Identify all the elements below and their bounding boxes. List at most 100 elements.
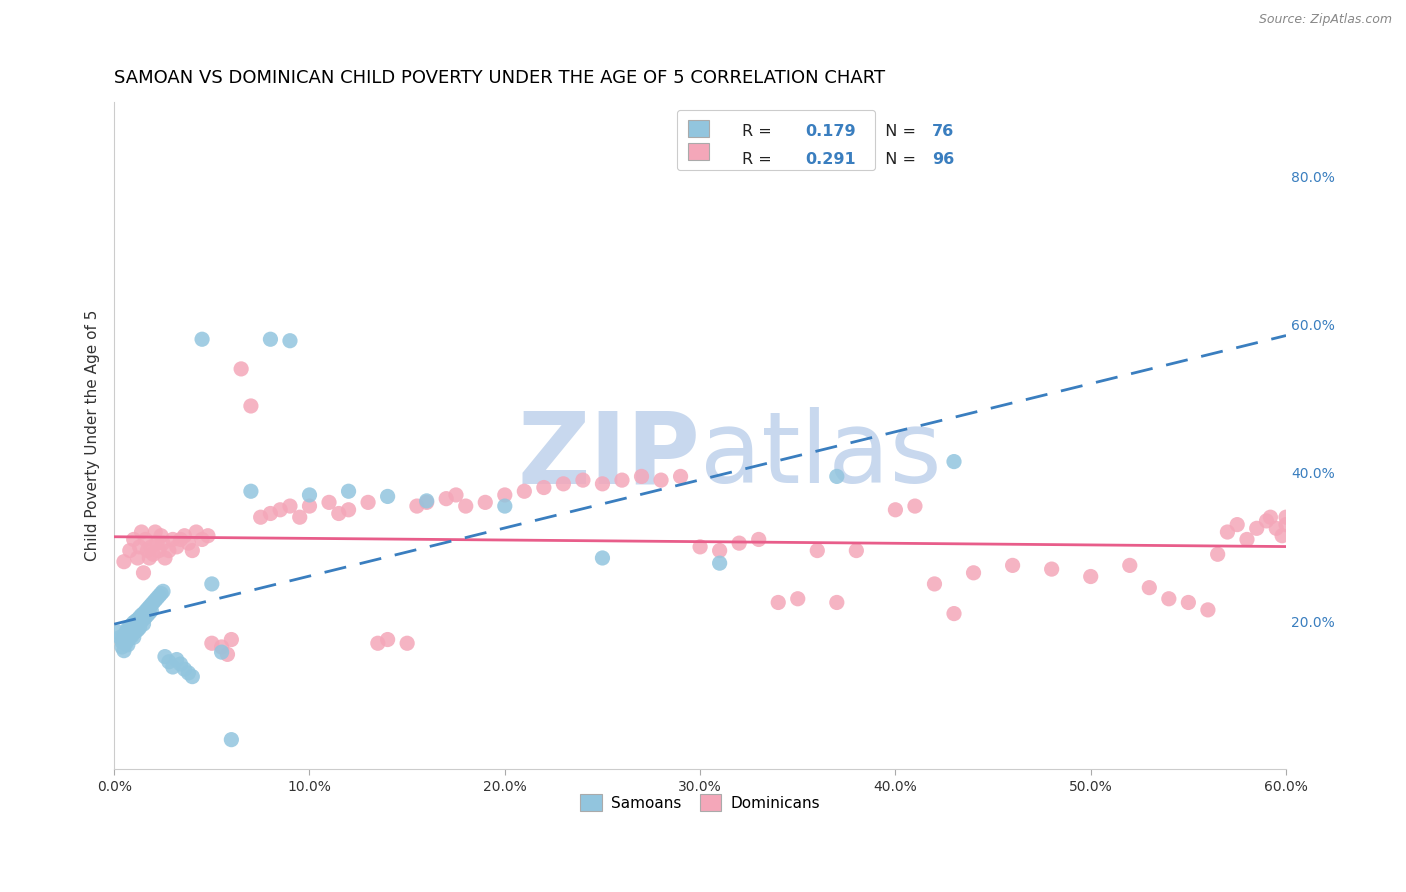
Text: R =: R =: [742, 152, 776, 167]
Point: [1197, 603, 1219, 617]
Point: [396, 636, 419, 650]
Point: [1080, 569, 1102, 583]
Point: [239, 484, 262, 499]
Point: [1256, 514, 1278, 528]
Point: [377, 490, 399, 504]
Point: [124, 624, 146, 639]
Point: [748, 533, 770, 547]
Text: 0.179: 0.179: [806, 124, 856, 138]
Point: [1206, 547, 1229, 561]
Point: [434, 491, 457, 506]
Point: [122, 620, 145, 634]
Point: [162, 660, 184, 674]
Point: [278, 334, 301, 348]
Point: [122, 615, 145, 630]
Point: [121, 629, 143, 643]
Point: [221, 632, 243, 647]
Point: [132, 617, 155, 632]
Point: [162, 533, 184, 547]
Point: [128, 621, 150, 635]
Point: [191, 533, 214, 547]
Point: [943, 607, 966, 621]
Point: [169, 657, 191, 671]
Point: [112, 555, 135, 569]
Point: [138, 599, 160, 614]
Point: [806, 543, 828, 558]
Point: [728, 536, 751, 550]
Point: [377, 632, 399, 647]
Point: [128, 615, 150, 630]
Point: [122, 533, 145, 547]
Point: [415, 495, 437, 509]
Point: [211, 640, 233, 654]
Point: [197, 529, 219, 543]
Point: [211, 645, 233, 659]
Point: [131, 608, 153, 623]
Point: [1119, 558, 1142, 573]
Point: [1216, 524, 1239, 539]
Point: [121, 623, 143, 637]
Point: [117, 638, 139, 652]
Point: [943, 454, 966, 468]
Point: [337, 503, 360, 517]
Point: [689, 540, 711, 554]
Point: [1246, 521, 1268, 535]
Point: [118, 620, 141, 634]
Point: [157, 543, 180, 558]
Point: [924, 577, 946, 591]
Point: [1275, 517, 1298, 532]
Point: [709, 556, 731, 570]
Point: [669, 469, 692, 483]
Point: [553, 476, 575, 491]
Point: [231, 362, 253, 376]
Point: [115, 625, 138, 640]
Point: [132, 607, 155, 621]
Point: [709, 543, 731, 558]
Point: [118, 625, 141, 640]
Text: 0.291: 0.291: [806, 152, 856, 167]
Point: [591, 476, 613, 491]
Point: [128, 540, 150, 554]
Point: [513, 484, 536, 499]
Point: [142, 547, 165, 561]
Point: [768, 595, 790, 609]
Point: [259, 332, 281, 346]
Point: [572, 473, 595, 487]
Point: [112, 632, 135, 647]
Point: [141, 604, 163, 618]
Point: [150, 529, 173, 543]
Point: [1275, 510, 1298, 524]
Point: [148, 543, 170, 558]
Point: [127, 623, 149, 637]
Point: [153, 551, 176, 566]
Point: [474, 495, 496, 509]
Point: [533, 481, 555, 495]
Point: [630, 469, 652, 483]
Point: [845, 543, 868, 558]
Point: [118, 630, 141, 644]
Point: [173, 662, 195, 676]
Point: [118, 543, 141, 558]
Point: [186, 524, 208, 539]
Point: [177, 665, 200, 680]
Text: 96: 96: [932, 152, 953, 167]
Point: [134, 533, 156, 547]
Point: [269, 503, 291, 517]
Point: [132, 566, 155, 580]
Point: [166, 540, 188, 554]
Point: [201, 636, 224, 650]
Point: [111, 640, 134, 654]
Point: [132, 612, 155, 626]
Point: [181, 670, 204, 684]
Point: [415, 494, 437, 508]
Point: [141, 598, 163, 612]
Point: [128, 610, 150, 624]
Point: [124, 614, 146, 628]
Point: [152, 536, 174, 550]
Point: [1260, 510, 1282, 524]
Point: [337, 484, 360, 499]
Point: [117, 632, 139, 647]
Y-axis label: Child Poverty Under the Age of 5: Child Poverty Under the Age of 5: [86, 310, 100, 561]
Point: [157, 655, 180, 669]
Point: [143, 524, 166, 539]
